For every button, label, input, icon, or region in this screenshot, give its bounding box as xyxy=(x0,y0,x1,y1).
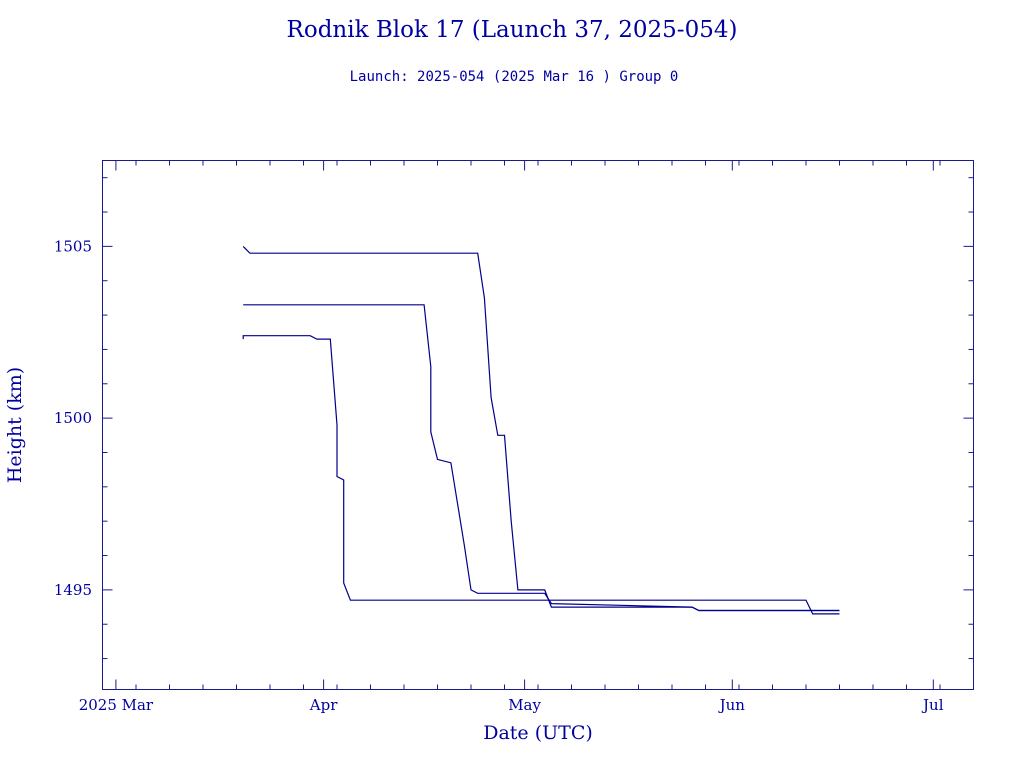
plot-frame xyxy=(102,160,974,690)
y-tick-label: 1495 xyxy=(54,581,92,599)
x-axis-title: Date (UTC) xyxy=(483,722,593,744)
y-tick-label: 1505 xyxy=(54,237,92,255)
axis-ticks xyxy=(102,160,974,690)
chart-subtitle: Launch: 2025-054 (2025 Mar 16 ) Group 0 xyxy=(350,69,679,85)
series-group xyxy=(242,245,840,615)
x-tick-label: May xyxy=(508,696,541,714)
y-tick-label: 1500 xyxy=(54,409,92,427)
series-line xyxy=(243,304,840,612)
chart-title: Rodnik Blok 17 (Launch 37, 2025-054) xyxy=(287,17,738,43)
x-tick-label: 2025 Mar xyxy=(79,696,154,714)
x-tick-label: Apr xyxy=(309,696,338,714)
y-axis-title: Height (km) xyxy=(4,367,26,483)
x-tick-label: Jun xyxy=(718,696,746,714)
x-tick-label: Jul xyxy=(921,696,944,714)
series-line xyxy=(242,245,840,612)
series-line xyxy=(242,335,840,615)
axis-tick-labels: 1495 1500 1505 2025 Mar Apr May Jun Jul xyxy=(54,237,944,714)
